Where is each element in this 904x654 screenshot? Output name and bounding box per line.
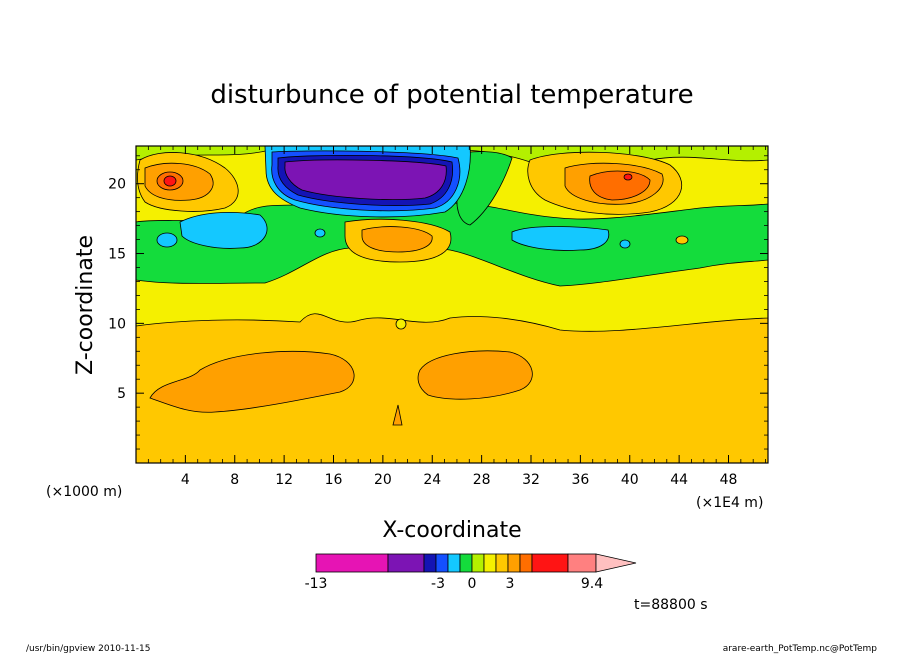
x-tick-label: 16 bbox=[325, 472, 343, 488]
colorbar-segment bbox=[435, 553, 449, 573]
footer-left: /usr/bin/gpview 2010-11-15 bbox=[26, 644, 150, 654]
y-axis-label: Z-coordinate bbox=[73, 235, 98, 375]
y-tick-label: 10 bbox=[108, 316, 126, 332]
x-tick-label: 4 bbox=[181, 472, 190, 488]
y-tick-label: 15 bbox=[108, 247, 126, 263]
colorbar-segment bbox=[459, 553, 473, 573]
x-tick-label: 40 bbox=[621, 472, 639, 488]
x-tick-label: 24 bbox=[423, 472, 441, 488]
colorbar-label: -13 bbox=[305, 576, 328, 592]
colorbar-segment bbox=[531, 553, 569, 573]
contour-field bbox=[136, 146, 768, 463]
colorbar: -13 -3 0 3 9.4 bbox=[305, 553, 637, 592]
colorbar-segment bbox=[315, 553, 389, 573]
colorbar-label: -3 bbox=[431, 576, 445, 592]
x-tick-label: 8 bbox=[230, 472, 239, 488]
colorbar-arrow bbox=[595, 553, 637, 573]
colorbar-label: 9.4 bbox=[581, 576, 603, 592]
colorbar-label: 0 bbox=[468, 576, 477, 592]
colorbar-segment bbox=[471, 553, 485, 573]
colorbar-segment bbox=[507, 553, 521, 573]
x-tick-label: 32 bbox=[522, 472, 540, 488]
x-tick-label: 36 bbox=[571, 472, 589, 488]
plot-frame bbox=[135, 145, 769, 464]
colorbar-segment bbox=[387, 553, 425, 573]
colorbar-segment bbox=[447, 553, 461, 573]
footer-right: arare-earth_PotTemp.nc@PotTemp bbox=[723, 644, 878, 654]
y-axis: 5 10 15 20 bbox=[108, 155, 768, 450]
colorbar-segment bbox=[483, 553, 497, 573]
x-unit-right: (×1E4 m) bbox=[696, 495, 763, 511]
x-tick-label: 48 bbox=[720, 472, 738, 488]
chart-title: disturbunce of potential temperature bbox=[210, 80, 693, 110]
x-tick-label: 28 bbox=[473, 472, 491, 488]
x-tick-label: 20 bbox=[374, 472, 392, 488]
y-tick-label: 20 bbox=[108, 177, 126, 193]
colorbar-segment bbox=[567, 553, 597, 573]
y-tick-label: 5 bbox=[117, 386, 126, 402]
colorbar-segment bbox=[495, 553, 509, 573]
x-unit-left: (×1000 m) bbox=[46, 484, 122, 500]
colorbar-label: 3 bbox=[506, 576, 515, 592]
x-axis: 4 8 12 16 20 24 28 32 36 40 44 48 bbox=[147, 146, 766, 488]
x-tick-label: 12 bbox=[275, 472, 293, 488]
x-axis-label: X-coordinate bbox=[382, 518, 521, 543]
x-tick-label: 44 bbox=[670, 472, 688, 488]
colorbar-segment bbox=[519, 553, 533, 573]
colorbar-segment bbox=[423, 553, 437, 573]
time-label: t=88800 s bbox=[634, 597, 708, 613]
